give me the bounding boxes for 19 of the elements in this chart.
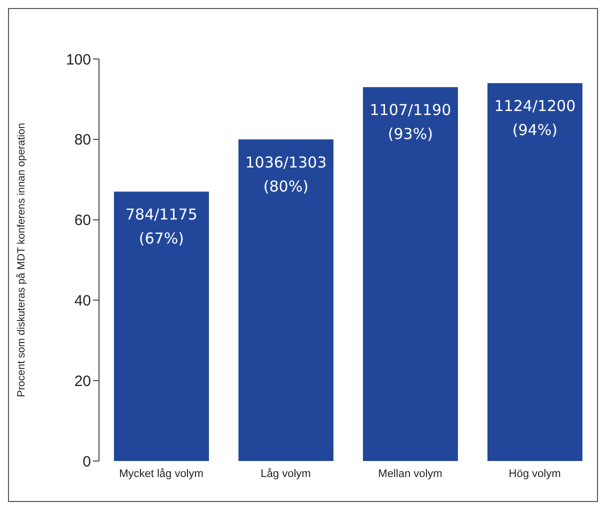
data-label: 1124/1200 (94%) (494, 97, 576, 140)
data-label: 784/1175 (67%) (126, 206, 198, 248)
bar (114, 192, 209, 461)
y-tick-label: 0 (82, 453, 91, 470)
y-tick-label: 20 (74, 372, 91, 390)
bar (487, 83, 582, 461)
bar (362, 87, 458, 461)
x-tick-label: Mycket låg volym (119, 468, 204, 480)
x-tick-label: Mellan volym (378, 468, 442, 480)
y-tick-label: 80 (74, 132, 91, 149)
y-tick-label: 100 (66, 51, 91, 68)
x-tick-label: Låg volym (260, 468, 311, 480)
data-label: 1107/1190 (93%) (370, 101, 452, 144)
bar (238, 139, 334, 461)
y-tick-label: 60 (74, 212, 91, 230)
x-tick-label: Hög volym (508, 468, 561, 480)
data-label: 1036/1303 (80%) (245, 153, 327, 196)
y-axis-title: Procent som diskuteras på MDT konferens innan operation (16, 122, 28, 398)
y-tick-label: 40 (74, 292, 91, 310)
